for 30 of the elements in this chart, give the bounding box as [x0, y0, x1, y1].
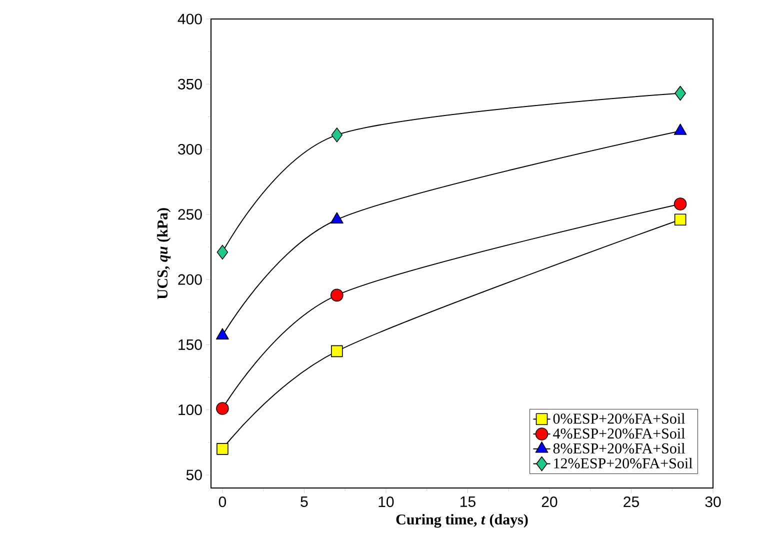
point	[216, 402, 229, 415]
y-tick-label: 300	[178, 144, 202, 155]
x-tick-label: 20	[542, 496, 558, 508]
legend-label: 8%ESP+20%FA+Soil	[553, 442, 685, 454]
x-axis-title: Curing time, t (days)	[396, 514, 528, 528]
x-tick-label: 25	[624, 496, 639, 508]
x-tick-label: 5	[300, 496, 308, 507]
x-tick-label: 30	[705, 496, 721, 508]
point	[674, 198, 687, 210]
y-tick-label: 200	[178, 274, 202, 285]
y-axis-title: UCS, qu (kPa)	[157, 208, 171, 300]
y-tick-label: 50	[186, 470, 202, 480]
legend-label: 4%ESP+20%FA+Soil	[553, 428, 685, 439]
point	[216, 244, 228, 260]
point	[330, 288, 344, 302]
y-tick-label: 350	[178, 78, 202, 90]
x-tick-label: 10	[378, 496, 394, 508]
legend-label: 0%ESP+20%FA+Soil	[553, 413, 685, 424]
point	[331, 345, 343, 358]
point	[216, 443, 228, 455]
x-tick-label: 15	[460, 496, 476, 507]
point	[674, 86, 686, 101]
x-tick-label: 0	[218, 496, 226, 508]
point	[674, 214, 686, 226]
y-tick-label: 100	[178, 404, 202, 416]
y-tick-label: 150	[178, 339, 202, 350]
point	[331, 128, 343, 142]
y-tick-label: 400	[178, 14, 202, 24]
legend-label: 12%ESP+20%FA+Soil	[554, 458, 692, 468]
y-tick-label: 250	[178, 209, 202, 220]
